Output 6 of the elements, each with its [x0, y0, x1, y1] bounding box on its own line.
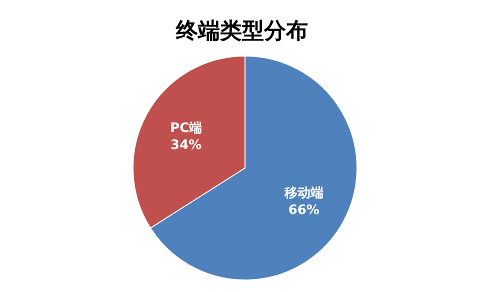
- data-label: 34%: [170, 138, 202, 154]
- slice: PC端 34%: [132, 56, 246, 229]
- data-label: 66%: [288, 202, 320, 218]
- slice-label: PC端: [170, 121, 202, 136]
- slice-label: 移动端: [283, 186, 324, 201]
- chart-title: 终端类型分布: [175, 19, 308, 44]
